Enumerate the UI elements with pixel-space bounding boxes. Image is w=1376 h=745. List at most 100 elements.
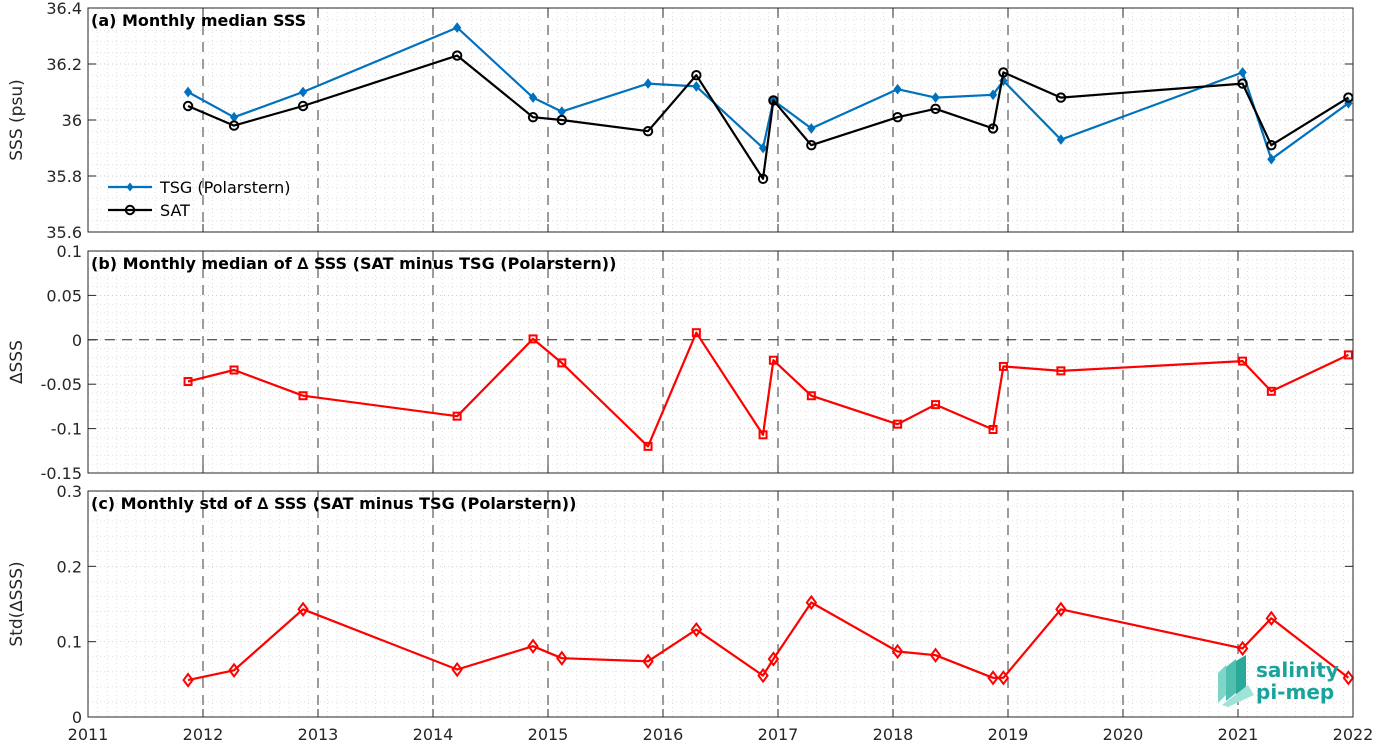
data-point bbox=[182, 672, 194, 688]
y-tick-label: 36 bbox=[62, 111, 82, 130]
y-tick-label: 0.1 bbox=[57, 633, 82, 652]
legend-label: TSG (Polarstern) bbox=[159, 178, 290, 197]
y-axis-label: ∆SSS bbox=[7, 340, 27, 385]
data-point bbox=[929, 647, 942, 663]
series-2 bbox=[182, 50, 1354, 185]
data-point bbox=[298, 391, 308, 401]
y-tick-label: -0.1 bbox=[51, 420, 82, 439]
data-point bbox=[1055, 92, 1067, 103]
data-point bbox=[931, 92, 940, 103]
data-point bbox=[642, 126, 654, 137]
data-point bbox=[451, 661, 463, 678]
y-tick-label: 35.8 bbox=[46, 167, 82, 186]
data-point bbox=[757, 667, 769, 684]
legend-marker bbox=[126, 182, 134, 192]
legend: TSG (Polarstern) SAT bbox=[108, 178, 290, 220]
y-tick-label: 0 bbox=[72, 708, 82, 727]
data-point bbox=[768, 95, 779, 106]
x-tick-label: 2021 bbox=[1218, 725, 1259, 744]
data-point bbox=[183, 377, 193, 387]
data-point bbox=[557, 358, 567, 368]
data-point bbox=[807, 123, 816, 134]
y-tick-label: 35.6 bbox=[46, 223, 82, 242]
y-axis-label: Std(∆SSS) bbox=[7, 561, 27, 646]
data-point bbox=[643, 441, 653, 451]
data-point bbox=[988, 89, 998, 101]
data-point bbox=[768, 355, 778, 365]
data-point bbox=[528, 334, 538, 344]
plot-frame bbox=[87, 250, 1354, 474]
data-point bbox=[1056, 134, 1066, 145]
data-point bbox=[893, 83, 902, 95]
x-tick-label: 2012 bbox=[183, 725, 224, 744]
data-point bbox=[1265, 610, 1278, 626]
data-point bbox=[758, 430, 768, 440]
data-point bbox=[1055, 601, 1067, 617]
x-tick-label: 2022 bbox=[1333, 725, 1374, 744]
y-tick-label: 36.4 bbox=[46, 0, 82, 18]
plot-frame bbox=[87, 490, 1354, 718]
data-point bbox=[643, 78, 653, 89]
x-tick-label: 2017 bbox=[758, 725, 799, 744]
salinity-pi-mep-logo: salinity pi-mep bbox=[1218, 655, 1339, 707]
x-tick-label: 2020 bbox=[1103, 725, 1144, 744]
data-point bbox=[182, 100, 194, 112]
data-point bbox=[527, 638, 539, 654]
data-point bbox=[298, 86, 308, 98]
data-point bbox=[1236, 640, 1249, 657]
panel-title: (a) Monthly median SSS bbox=[91, 11, 306, 30]
x-tick-label: 2016 bbox=[643, 725, 684, 744]
data-point bbox=[297, 100, 309, 112]
data-point bbox=[692, 81, 701, 92]
x-tick-label: 2019 bbox=[988, 725, 1029, 744]
data-point bbox=[556, 114, 567, 126]
y-tick-label: 0.1 bbox=[57, 242, 82, 261]
data-point bbox=[228, 662, 240, 678]
x-tick-label: 2015 bbox=[528, 725, 569, 744]
data-point bbox=[930, 103, 941, 115]
data-point bbox=[1266, 140, 1277, 151]
y-tick-label: -0.05 bbox=[41, 375, 82, 394]
data-point bbox=[931, 400, 941, 410]
logo-mark-icon bbox=[1218, 655, 1254, 707]
y-tick-label: 0.05 bbox=[46, 286, 82, 305]
data-point bbox=[297, 601, 309, 617]
x-tick-label: 2018 bbox=[873, 725, 914, 744]
data-point bbox=[453, 22, 462, 33]
data-point bbox=[757, 173, 769, 185]
data-point bbox=[642, 653, 654, 669]
data-point bbox=[556, 650, 568, 666]
legend-label: SAT bbox=[160, 201, 190, 220]
series-1 bbox=[182, 594, 1355, 688]
data-point bbox=[987, 670, 999, 686]
data-point bbox=[805, 594, 818, 611]
data-point bbox=[1056, 366, 1066, 376]
y-axis-label: SSS (psu) bbox=[7, 79, 27, 160]
logo-text-line2: pi-mep bbox=[1256, 680, 1334, 704]
data-point bbox=[997, 670, 1010, 686]
data-point bbox=[528, 92, 538, 103]
data-point bbox=[1342, 670, 1355, 686]
series-line bbox=[187, 601, 1350, 682]
data-point bbox=[229, 365, 239, 375]
data-point bbox=[1267, 153, 1276, 165]
data-point bbox=[690, 621, 703, 638]
legend-marker bbox=[124, 204, 136, 216]
chart-panels: 35.6 35.8 36 36.2 36.4 SSS (psu) (a) Monthly m… bbox=[7, 0, 1373, 744]
panel-title: (c) Monthly std of ∆ SSS (SAT minus TSG … bbox=[91, 494, 576, 513]
panel-2: -0.15 -0.1 -0.05 0 0.05 0.1 ∆SSS (b) Monthly me… bbox=[7, 242, 1354, 483]
series-line bbox=[187, 54, 1349, 180]
data-point bbox=[892, 112, 903, 123]
y-tick-label: 0.2 bbox=[57, 557, 82, 576]
data-point bbox=[1237, 78, 1248, 89]
y-tick-label: 0.3 bbox=[57, 482, 82, 501]
data-point bbox=[451, 50, 463, 61]
series-1 bbox=[183, 328, 1353, 451]
data-point bbox=[527, 112, 539, 123]
data-point bbox=[1238, 356, 1248, 366]
x-tick-label: 2014 bbox=[413, 725, 454, 744]
data-point bbox=[988, 424, 998, 434]
y-tick-label: -0.15 bbox=[41, 464, 82, 483]
y-tick-label: 0 bbox=[72, 331, 82, 350]
